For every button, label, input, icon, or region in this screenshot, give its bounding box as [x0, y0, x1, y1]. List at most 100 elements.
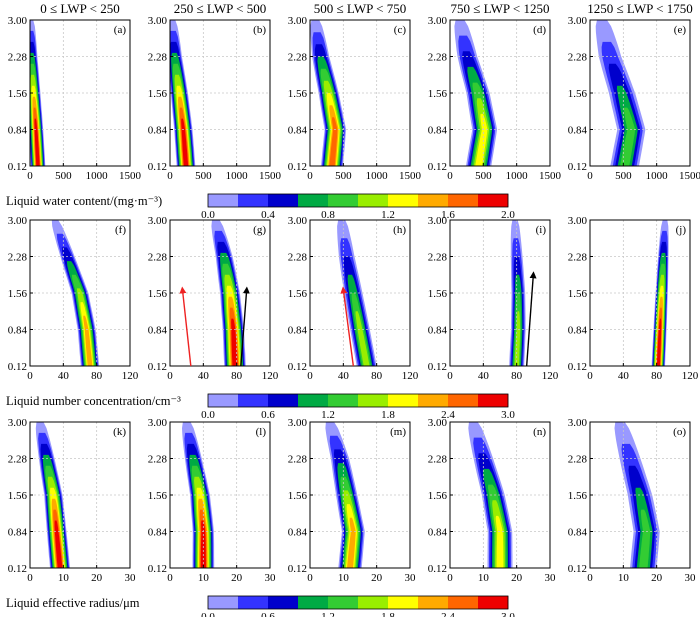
colorbar-tick-label: 3.0 [501, 611, 515, 617]
colorbar-swatch [238, 394, 269, 407]
y-tick-label: 1.56 [148, 490, 168, 502]
y-tick-label: 3.00 [568, 215, 588, 227]
y-tick-label: 2.28 [568, 252, 588, 264]
colorbar-swatch [238, 194, 269, 207]
colorbar-frame [207, 393, 509, 408]
x-tick-label: 0 [167, 170, 173, 182]
colorbar-swatch [358, 394, 389, 407]
y-tick-label: 3.00 [288, 15, 308, 27]
colorbar-tick-label: 2.4 [441, 611, 455, 617]
x-tick-label: 10 [58, 572, 70, 584]
heatmap-panel: 3.00 2.28 1.56 0.84 0.120 40 80 120 (f) [8, 215, 139, 382]
y-tick-label: 2.28 [428, 252, 448, 264]
y-tick-label: 0.12 [428, 161, 447, 173]
heatmap-panel: 3.00 2.28 1.56 0.84 0.120 500 1000 1500 (d) [428, 15, 562, 182]
colorbar-swatch [358, 194, 389, 207]
colorbar-swatch [388, 194, 419, 207]
density-contours [35, 422, 70, 568]
contour-level [475, 113, 488, 166]
x-tick-label: 0 [167, 572, 173, 584]
y-tick-label: 2.28 [428, 454, 448, 466]
contour-level [620, 107, 636, 166]
colorbar-swatch [328, 194, 359, 207]
colorbar-frame [207, 595, 509, 610]
density-contours [651, 220, 669, 366]
trend-arrow [179, 286, 192, 367]
column-title: 250 ≤ LWP < 500 [174, 1, 266, 16]
y-tick-label: 3.00 [568, 15, 588, 27]
colorbar-swatch [298, 394, 329, 407]
y-tick-label: 3.00 [8, 215, 28, 227]
x-tick-label: 120 [682, 370, 699, 382]
trend-arrow [240, 286, 250, 367]
contour-level [54, 520, 63, 568]
contour-level [495, 515, 504, 568]
contour-level [347, 517, 356, 568]
colorbar-swatch [448, 596, 479, 609]
y-tick-label: 1.56 [8, 288, 28, 300]
x-tick-label: 80 [511, 370, 523, 382]
trend-arrow [340, 286, 355, 367]
density-contours [170, 20, 196, 166]
x-tick-label: 80 [651, 370, 663, 382]
x-tick-label: 500 [335, 170, 352, 182]
row-label: Liquid effective radius/μm [6, 596, 140, 610]
colorbar-swatch [208, 394, 239, 407]
x-tick-label: 500 [195, 170, 212, 182]
contour-level [34, 118, 40, 166]
x-tick-label: 1000 [506, 170, 529, 182]
x-tick-label: 20 [91, 572, 103, 584]
panel-tag: (g) [253, 224, 266, 236]
y-tick-label: 0.84 [428, 125, 448, 137]
panel-rows: 3.002.281.560.840.120 500 1000 1500(a)3.002… [6, 15, 700, 617]
heatmap-panel: 3.00 2.28 1.56 0.84 0.120 40 80 120 (j) [568, 215, 699, 382]
x-tick-label: 10 [618, 572, 630, 584]
colorbar-tick-label: 0.6 [261, 409, 275, 421]
heatmap-panel: 3.00 2.28 1.56 0.84 0.120 40 80 120 (g) [148, 215, 279, 382]
y-tick-label: 0.84 [8, 125, 28, 137]
x-tick-label: 0 [307, 572, 313, 584]
heatmap-panel: 3.00 2.28 1.56 0.84 0.120 500 1000 1500 (a) [8, 15, 142, 182]
x-tick-label: 1500 [259, 170, 282, 182]
contour-level [231, 318, 238, 366]
x-tick-label: 0 [587, 572, 593, 584]
x-tick-label: 10 [338, 572, 350, 584]
y-tick-label: 2.28 [568, 52, 588, 64]
heatmap-panel: 3.00 2.28 1.56 0.84 0.120 40 80 120 (i) [428, 215, 559, 382]
y-tick-label: 3.00 [428, 15, 448, 27]
density-contours [310, 20, 347, 166]
colorbar-swatch [418, 596, 449, 609]
colorbar-swatch [388, 596, 419, 609]
colorbar-tick-label: 0.4 [261, 209, 275, 221]
colorbar-swatch [208, 194, 239, 207]
x-tick-label: 0 [167, 370, 173, 382]
panel-tag: (k) [113, 426, 126, 438]
colorbar-tick-label: 3.0 [501, 409, 515, 421]
x-tick-label: 0 [587, 170, 593, 182]
y-tick-label: 0.12 [8, 161, 27, 173]
x-tick-label: 0 [307, 370, 313, 382]
y-tick-label: 0.12 [288, 161, 307, 173]
y-tick-label: 1.56 [148, 288, 168, 300]
colorbar-tick-label: 1.8 [381, 611, 395, 617]
y-tick-label: 0.84 [288, 125, 308, 137]
x-tick-label: 40 [338, 370, 350, 382]
colorbar-tick-label: 1.8 [381, 409, 395, 421]
y-tick-label: 0.84 [428, 325, 448, 337]
contour-level [639, 509, 651, 568]
x-tick-label: 500 [475, 170, 492, 182]
x-tick-label: 120 [402, 370, 419, 382]
x-tick-label: 40 [58, 370, 70, 382]
x-tick-label: 0 [587, 370, 593, 382]
x-tick-label: 30 [125, 572, 137, 584]
y-tick-label: 1.56 [8, 490, 28, 502]
y-tick-label: 2.28 [288, 52, 308, 64]
y-tick-label: 0.12 [288, 563, 307, 575]
colorbar-swatch [388, 394, 419, 407]
panel-tag: (h) [393, 224, 406, 236]
y-tick-label: 0.84 [8, 325, 28, 337]
contour-level [83, 315, 93, 366]
x-tick-label: 1000 [86, 170, 109, 182]
x-tick-label: 80 [91, 370, 103, 382]
